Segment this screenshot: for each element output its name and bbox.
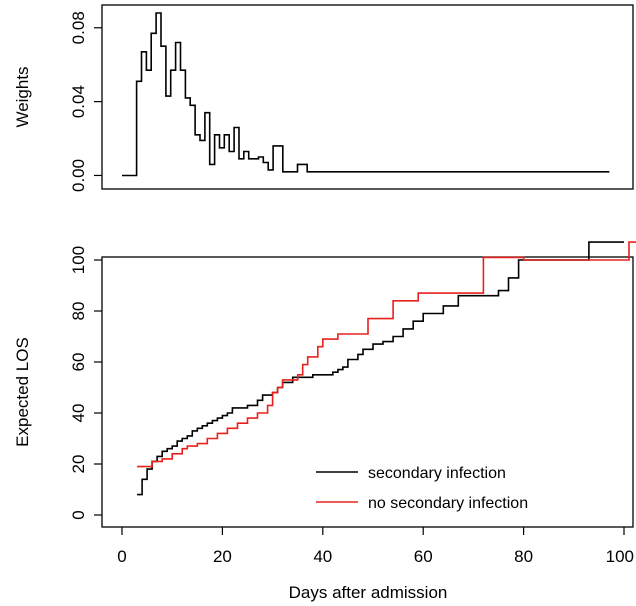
weights-step-line (122, 12, 610, 177)
weights-y-tick-label: 0.08 (69, 11, 88, 44)
weights-y-axis: 0.00 0.04 0.08 (69, 11, 102, 192)
los-y-tick-label: 100 (69, 246, 88, 274)
los-y-axis-title: Expected LOS (13, 337, 32, 447)
weights-y-tick-label: 0.00 (69, 159, 88, 192)
los-x-tick-label: 0 (117, 547, 126, 566)
los-line-no-secondary-infection (137, 241, 636, 468)
los-y-tick-label: 0 (69, 510, 88, 519)
los-x-axis: 0 20 40 60 80 100 (117, 527, 634, 566)
weights-y-tick-label: 0.04 (69, 85, 88, 118)
legend-label-secondary-infection: secondary infection (368, 465, 506, 482)
los-x-tick-label: 60 (414, 547, 433, 566)
los-y-tick-label: 60 (69, 353, 88, 372)
los-y-tick-label: 80 (69, 302, 88, 321)
los-series (137, 241, 636, 496)
los-y-tick-label: 40 (69, 404, 88, 423)
weights-panel: 0.00 0.04 0.08 Weights (13, 4, 634, 192)
los-x-tick-label: 20 (213, 547, 232, 566)
los-line-secondary-infection (137, 241, 624, 496)
los-x-tick-label: 40 (313, 547, 332, 566)
los-panel: 0 20 40 60 80 100 0 20 40 60 80 100 Expected LOS D… (13, 241, 636, 602)
weights-y-axis-title: Weights (13, 66, 32, 127)
los-x-tick-label: 100 (606, 547, 634, 566)
los-legend: secondary infection no secondary infecti… (316, 465, 528, 512)
los-x-tick-label: 80 (514, 547, 533, 566)
los-y-tick-label: 20 (69, 455, 88, 474)
los-y-axis: 0 20 40 60 80 100 (69, 246, 102, 520)
los-x-axis-title: Days after admission (289, 583, 448, 602)
weights-series (122, 12, 610, 177)
weights-plot-box (101, 4, 634, 190)
los-plot-box (101, 256, 634, 528)
legend-label-no-secondary-infection: no secondary infection (368, 495, 528, 512)
